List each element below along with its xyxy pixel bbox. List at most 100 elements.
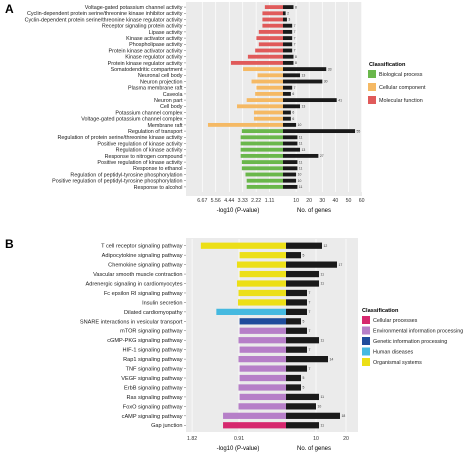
b-gene-count-label: 11 <box>321 423 325 427</box>
a-gene-count-label: 13 <box>302 104 306 108</box>
b-gene-count-label: 5 <box>303 386 305 390</box>
b-gene-count-label: 11 <box>321 338 325 342</box>
a-category-label: Membrane raft <box>147 123 183 129</box>
a-gene-count-label: 41 <box>338 98 342 102</box>
b-legend-label: Organismal systems <box>373 360 422 366</box>
b-category-label: Ras signaling pathway <box>127 395 183 401</box>
a-category-label: Voltage-gated potassium channel activity <box>85 5 183 11</box>
a-gene-count-bar <box>283 98 337 103</box>
b-gene-count-label: 5 <box>303 376 305 380</box>
a-gene-count-label: 7 <box>294 36 296 40</box>
a-category-label: Cyclin-dependent protein serine/threonin… <box>27 11 183 17</box>
a-gene-count-label: 13 <box>302 73 306 77</box>
b-gene-count-label: 11 <box>321 272 325 276</box>
a-legend-label: Molecular function <box>379 98 423 104</box>
b-category-label: mTOR signaling pathway <box>120 329 183 335</box>
b-gene-count-bar <box>286 393 319 401</box>
a-pvalue-bar <box>240 147 283 152</box>
a-gene-count-bar <box>283 23 293 28</box>
a-category-label: Protein kinase regulator activity <box>108 61 183 67</box>
panel-b-bars: 12 5 17 11 11 7 7 7 5 7 11 7 14 7 5 5 11 10 18 11 <box>200 242 346 429</box>
a-pvalue-bar <box>241 160 283 165</box>
b-category-label: TNF signaling pathway <box>126 367 183 373</box>
a-gene-count-label: 8 <box>295 55 297 59</box>
a-gene-count-bar <box>283 153 319 158</box>
b-gene-count-label: 11 <box>321 395 325 399</box>
b-gene-count-label: 7 <box>309 348 311 352</box>
panel-b-left-axis-label: -log10 (P-value) <box>217 446 260 452</box>
a-category-label: Potassium channel complex <box>115 110 182 116</box>
b-pvalue-bar <box>239 327 286 334</box>
b-gene-count-label: 7 <box>309 301 311 305</box>
b-pvalue-bar <box>238 337 286 344</box>
b-category-label: Vascular smooth muscle contraction <box>93 272 182 278</box>
a-category-label: Cyclin-dependent protein serine/threonin… <box>25 17 183 23</box>
a-gene-count-bar <box>283 129 356 134</box>
a-gene-count-label: 3 <box>288 18 290 22</box>
b-legend-label: Genetic information processing <box>373 339 447 345</box>
b-category-label: ErbB signaling pathway <box>124 385 183 391</box>
a-pvalue-bar <box>246 98 283 103</box>
b-gene-count-bar <box>286 365 307 372</box>
a-category-label: Regulation of kinase activity <box>116 148 183 154</box>
panel-b: B 12 5 17 11 11 7 7 7 5 7 11 7 14 7 5 5 11 10 18 11 T cell … <box>5 237 463 452</box>
a-right-tick-label: 10 <box>293 198 299 204</box>
a-category-label: Regulation of protein serine/threonine k… <box>58 135 183 141</box>
a-gene-count-bar <box>283 122 297 127</box>
a-category-label: Somatodendritic compartment <box>111 67 183 73</box>
b-gene-count-bar <box>286 289 307 297</box>
a-right-tick-label: 30 <box>319 198 325 204</box>
a-gene-count-label: 27 <box>320 154 324 158</box>
a-gene-count-label: 7 <box>294 30 296 34</box>
a-gene-count-bar <box>283 135 298 140</box>
a-gene-count-label: 13 <box>302 148 306 152</box>
a-pvalue-bar <box>251 79 283 84</box>
a-pvalue-bar <box>256 36 283 41</box>
b-gene-count-bar <box>286 337 319 344</box>
b-gene-count-label: 5 <box>303 253 305 257</box>
a-category-label: Neuronal cell body <box>138 73 183 79</box>
b-gene-count-bar <box>286 403 316 410</box>
a-category-label: Neuron part <box>154 98 183 104</box>
b-gene-count-label: 17 <box>339 263 343 267</box>
b-gene-count-label: 7 <box>309 329 311 333</box>
a-category-label: Positive regulation of kinase activity <box>97 141 182 147</box>
panel-b-label: B <box>5 237 14 251</box>
b-gene-count-label: 7 <box>309 367 311 371</box>
a-pvalue-bar <box>247 54 283 59</box>
panel-a: A 82377777883313307641136610551111132711… <box>5 2 426 214</box>
b-gene-count-bar <box>286 422 319 429</box>
a-pvalue-bar <box>246 178 283 183</box>
panel-b-legend: Classification Cellular processes Environ… <box>362 308 463 366</box>
a-category-label: Regulation of peptidyl-tyrosine phosphor… <box>70 172 182 178</box>
a-gene-count-bar <box>283 17 287 22</box>
a-pvalue-bar <box>253 110 283 115</box>
b-gene-count-label: 11 <box>321 282 325 286</box>
a-pvalue-bar <box>258 29 283 34</box>
b-right-tick-label: 20 <box>343 436 349 442</box>
a-category-label: Plasma membrane raft <box>128 86 183 92</box>
b-pvalue-bar <box>223 422 286 429</box>
b-category-label: cGMP-PKG signaling pathway <box>107 338 182 344</box>
b-category-label: Fc epsilon RI signaling pathway <box>104 291 183 297</box>
b-gene-count-bar <box>286 261 337 268</box>
panel-a-gridlines <box>201 2 362 192</box>
b-category-label: Dilated cardiomyopathy <box>124 310 183 316</box>
a-pvalue-bar <box>256 85 283 90</box>
a-pvalue-bar <box>241 166 283 171</box>
a-gene-count-bar <box>283 79 323 84</box>
b-gene-count-label: 7 <box>309 291 311 295</box>
a-gene-count-label: 10 <box>298 179 302 183</box>
a-gene-count-label: 6 <box>292 117 294 121</box>
a-pvalue-bar <box>264 5 283 10</box>
b-legend-swatch <box>362 358 370 366</box>
a-left-tick-label: 4.44 <box>224 198 234 204</box>
panel-a-bars: 8237777788331330764113661055111113271111… <box>207 5 360 189</box>
b-gene-count-label: 18 <box>342 414 346 418</box>
b-category-label: Gap junction <box>151 423 182 429</box>
a-gene-count-label: 11 <box>299 135 303 139</box>
a-gene-count-label: 8 <box>295 61 297 65</box>
a-category-label: Lipase activity <box>149 30 183 36</box>
a-category-label: Response to nitrogen compound <box>105 154 183 160</box>
